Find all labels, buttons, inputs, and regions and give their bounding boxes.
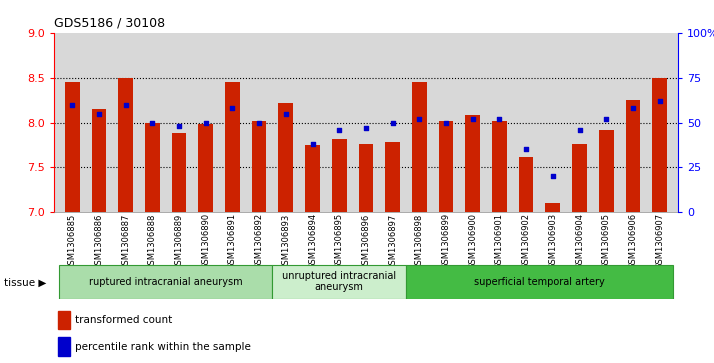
Text: GSM1306893: GSM1306893: [281, 213, 291, 270]
Text: ruptured intracranial aneurysm: ruptured intracranial aneurysm: [89, 277, 243, 287]
Text: GSM1306902: GSM1306902: [522, 213, 531, 269]
Point: [120, 102, 131, 107]
Bar: [225, 82, 240, 212]
Text: GSM1306894: GSM1306894: [308, 213, 317, 269]
Text: tissue ▶: tissue ▶: [4, 277, 46, 287]
Bar: [572, 144, 587, 212]
Point: [66, 102, 78, 107]
Point: [253, 120, 265, 126]
Point: [467, 116, 478, 122]
Text: GSM1306895: GSM1306895: [335, 213, 343, 269]
Text: GSM1306907: GSM1306907: [655, 213, 664, 269]
Text: GSM1306905: GSM1306905: [602, 213, 610, 269]
Bar: [599, 130, 613, 212]
Point: [174, 123, 185, 129]
Text: GSM1306898: GSM1306898: [415, 213, 424, 270]
Bar: [119, 78, 133, 212]
Point: [654, 98, 665, 104]
Text: GSM1306897: GSM1306897: [388, 213, 397, 270]
Text: GSM1306900: GSM1306900: [468, 213, 477, 269]
Bar: [492, 121, 507, 212]
Text: GSM1306886: GSM1306886: [94, 213, 104, 270]
Bar: [305, 145, 320, 212]
Bar: [198, 124, 213, 212]
Point: [200, 120, 211, 126]
Point: [547, 174, 558, 179]
Bar: [145, 123, 160, 212]
Bar: [91, 109, 106, 212]
Text: percentile rank within the sample: percentile rank within the sample: [75, 342, 251, 352]
Text: unruptured intracranial
aneurysm: unruptured intracranial aneurysm: [282, 271, 396, 293]
Point: [94, 111, 105, 117]
Bar: [412, 82, 427, 212]
Text: GSM1306888: GSM1306888: [148, 213, 157, 270]
Point: [627, 105, 638, 111]
Bar: [466, 115, 480, 212]
Bar: [406, 265, 673, 299]
Text: GSM1306896: GSM1306896: [361, 213, 371, 270]
Text: GSM1306890: GSM1306890: [201, 213, 210, 269]
Bar: [273, 265, 406, 299]
Bar: [653, 78, 667, 212]
Point: [146, 120, 158, 126]
Point: [600, 116, 612, 122]
Bar: [519, 157, 533, 212]
Text: GSM1306903: GSM1306903: [548, 213, 558, 269]
Text: transformed count: transformed count: [75, 315, 172, 325]
Bar: [59, 265, 273, 299]
Point: [333, 127, 345, 132]
Text: GSM1306885: GSM1306885: [68, 213, 76, 270]
Point: [574, 127, 585, 132]
Bar: [358, 144, 373, 212]
Text: GSM1306904: GSM1306904: [575, 213, 584, 269]
Point: [493, 116, 505, 122]
Bar: [386, 142, 400, 212]
Text: GSM1306906: GSM1306906: [628, 213, 638, 269]
Text: GSM1306887: GSM1306887: [121, 213, 130, 270]
Point: [361, 125, 372, 131]
Bar: [171, 133, 186, 212]
Point: [521, 147, 532, 152]
Text: GSM1306899: GSM1306899: [441, 213, 451, 269]
Bar: [58, 311, 70, 329]
Point: [441, 120, 452, 126]
Bar: [252, 121, 266, 212]
Text: superficial temporal artery: superficial temporal artery: [474, 277, 605, 287]
Bar: [58, 338, 70, 356]
Bar: [438, 121, 453, 212]
Text: GSM1306901: GSM1306901: [495, 213, 504, 269]
Text: GSM1306892: GSM1306892: [255, 213, 263, 269]
Bar: [625, 100, 640, 212]
Bar: [545, 203, 560, 212]
Point: [307, 141, 318, 147]
Text: GSM1306891: GSM1306891: [228, 213, 237, 269]
Point: [227, 105, 238, 111]
Text: GDS5186 / 30108: GDS5186 / 30108: [54, 16, 165, 29]
Bar: [65, 82, 79, 212]
Point: [280, 111, 291, 117]
Bar: [278, 103, 293, 212]
Text: GSM1306889: GSM1306889: [174, 213, 183, 270]
Point: [387, 120, 398, 126]
Point: [413, 116, 425, 122]
Bar: [332, 139, 346, 212]
